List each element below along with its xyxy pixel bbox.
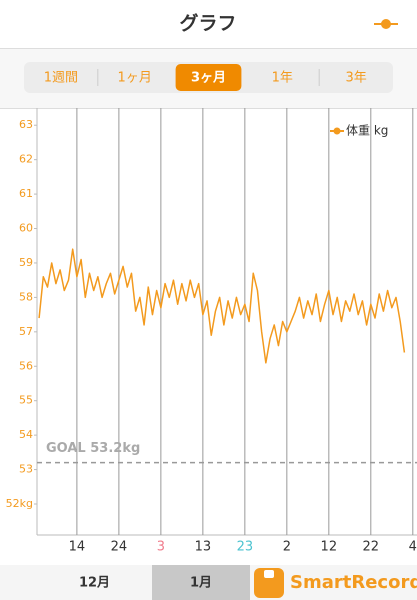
logo-icon	[254, 568, 284, 598]
segment-label[interactable]: 3ヶ月	[191, 71, 226, 86]
menu-icon[interactable]	[374, 19, 398, 29]
y-tick-label: 61	[19, 187, 33, 200]
x-tick-label: 12	[321, 540, 338, 555]
logo-icon-mark	[264, 570, 274, 578]
y-tick-label: 56	[19, 359, 33, 372]
icon-dot	[381, 19, 391, 29]
x-tick-label: 14	[69, 540, 86, 555]
month-tab[interactable]	[152, 565, 250, 600]
y-tick-label: 54	[19, 428, 33, 441]
data-line	[38, 248, 406, 364]
y-tick-label: 57	[19, 325, 33, 338]
y-tick-label: 62	[19, 153, 33, 166]
logo-text: SmartRecord	[290, 572, 417, 593]
x-tick-label: 23	[237, 540, 254, 555]
segment-label[interactable]: 1年	[272, 71, 293, 86]
legend-label: 体重 kg	[346, 124, 388, 138]
month-tab-label[interactable]: 12月	[79, 576, 110, 591]
header	[0, 0, 417, 48]
y-tick-label: 63	[19, 118, 33, 131]
segment-label[interactable]: 1ヶ月	[118, 71, 152, 86]
x-tick-label: 4	[409, 540, 417, 555]
header-title: グラフ	[179, 12, 236, 35]
y-tick-label: 55	[19, 394, 33, 407]
legend-dot	[333, 127, 341, 135]
segment-selected	[175, 64, 242, 91]
segment-label[interactable]: 3年	[345, 71, 366, 86]
x-tick-label: 2	[283, 540, 291, 555]
x-tick-label: 13	[195, 540, 212, 555]
y-tick-label: 53	[19, 463, 33, 476]
y-tick-label: 60	[19, 222, 33, 235]
y-tick-label: 52kg	[6, 497, 33, 510]
month-tab[interactable]	[37, 565, 152, 600]
goal-label: GOAL 53.2kg	[46, 441, 140, 456]
x-tick-label: 3	[157, 540, 165, 555]
segment-label[interactable]: 1週間	[44, 71, 78, 86]
x-tick-label: 24	[111, 540, 128, 555]
x-tick-label: 22	[363, 540, 380, 555]
y-tick-label: 58	[19, 290, 33, 303]
y-tick-label: 59	[19, 256, 33, 269]
month-tab-label[interactable]: 1月	[190, 576, 212, 591]
